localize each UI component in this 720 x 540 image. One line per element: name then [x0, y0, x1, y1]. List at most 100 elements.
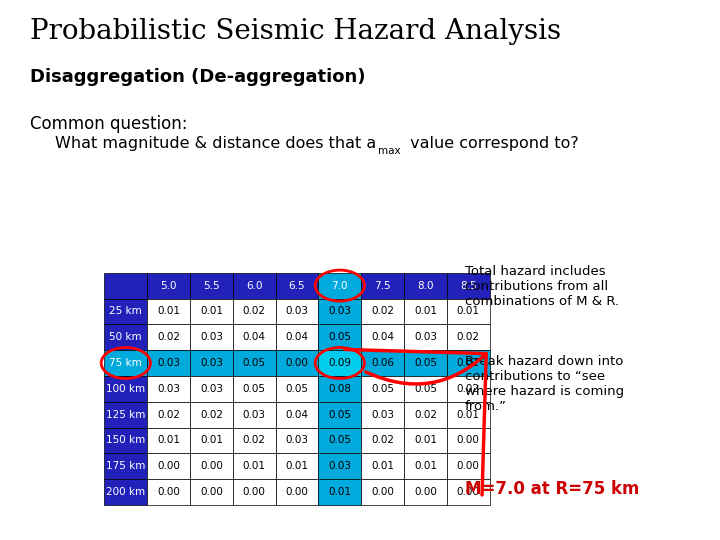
Bar [361, 376, 404, 402]
Bar [233, 325, 276, 350]
Bar [361, 453, 404, 479]
Text: 5.0: 5.0 [161, 281, 177, 291]
Text: 0.05: 0.05 [243, 358, 266, 368]
Text: value correspond to?: value correspond to? [405, 136, 579, 151]
Bar [447, 376, 490, 402]
Bar [147, 325, 190, 350]
Text: 0.02: 0.02 [456, 384, 480, 394]
Text: 0.03: 0.03 [328, 306, 351, 316]
Text: 0.04: 0.04 [371, 332, 394, 342]
Text: 0.05: 0.05 [243, 384, 266, 394]
Text: 0.00: 0.00 [200, 461, 222, 471]
Bar [190, 428, 233, 453]
Text: 0.01: 0.01 [456, 306, 480, 316]
Bar [361, 273, 404, 299]
Bar [276, 376, 318, 402]
Bar [147, 376, 190, 402]
Bar [104, 479, 147, 505]
Bar [233, 479, 276, 505]
Text: 7.5: 7.5 [374, 281, 391, 291]
Bar [147, 428, 190, 453]
Text: 0.00: 0.00 [243, 487, 266, 497]
Text: 0.00: 0.00 [157, 461, 180, 471]
Bar [147, 453, 190, 479]
Text: 0.05: 0.05 [371, 384, 394, 394]
Bar [190, 325, 233, 350]
Text: 0.01: 0.01 [157, 435, 180, 445]
Bar [190, 376, 233, 402]
Text: Disaggregation (De-aggregation): Disaggregation (De-aggregation) [30, 68, 366, 86]
Bar [233, 299, 276, 325]
Text: M=7.0 at R=75 km: M=7.0 at R=75 km [465, 480, 639, 498]
Text: 0.00: 0.00 [157, 487, 180, 497]
Text: 0.01: 0.01 [456, 410, 480, 420]
Bar [190, 273, 233, 299]
Text: 7.0: 7.0 [331, 281, 348, 291]
Text: 0.05: 0.05 [328, 435, 351, 445]
Bar [276, 325, 318, 350]
Text: 0.05: 0.05 [328, 332, 351, 342]
Text: 0.02: 0.02 [157, 332, 180, 342]
Text: 0.02: 0.02 [371, 435, 394, 445]
Text: 0.06: 0.06 [371, 358, 394, 368]
Text: 0.04: 0.04 [286, 332, 308, 342]
Text: 6.0: 6.0 [246, 281, 263, 291]
Bar [147, 350, 190, 376]
Text: 0.01: 0.01 [243, 461, 266, 471]
Bar [361, 428, 404, 453]
Bar [447, 428, 490, 453]
Text: 0.03: 0.03 [157, 384, 180, 394]
Bar [361, 325, 404, 350]
Bar [361, 350, 404, 376]
Bar [276, 479, 318, 505]
Bar [404, 376, 447, 402]
Text: 0.05: 0.05 [414, 384, 437, 394]
Text: 100 km: 100 km [107, 384, 145, 394]
Text: 8.5: 8.5 [460, 281, 477, 291]
Bar [447, 402, 490, 428]
Text: 50 km: 50 km [109, 332, 142, 342]
Text: 0.02: 0.02 [371, 306, 394, 316]
FancyArrowPatch shape [345, 349, 486, 495]
Text: 0.05: 0.05 [414, 358, 437, 368]
Text: 0.03: 0.03 [328, 461, 351, 471]
Bar [104, 402, 147, 428]
Bar [404, 428, 447, 453]
Bar [190, 350, 233, 376]
Bar [233, 453, 276, 479]
Text: 0.02: 0.02 [456, 358, 480, 368]
Bar [404, 402, 447, 428]
Text: 0.00: 0.00 [286, 358, 308, 368]
Text: 0.01: 0.01 [157, 306, 180, 316]
Text: 25 km: 25 km [109, 306, 142, 316]
Text: 200 km: 200 km [107, 487, 145, 497]
Text: 0.05: 0.05 [286, 384, 308, 394]
Text: 175 km: 175 km [106, 461, 145, 471]
Text: 0.01: 0.01 [414, 461, 437, 471]
Bar [104, 325, 147, 350]
Bar [104, 376, 147, 402]
Bar [318, 376, 361, 402]
Text: Total hazard includes
contributions from all
combinations of M & R.: Total hazard includes contributions from… [465, 265, 619, 308]
Bar [447, 273, 490, 299]
Text: 0.00: 0.00 [456, 487, 480, 497]
Text: 0.02: 0.02 [243, 306, 266, 316]
Text: 0.04: 0.04 [286, 410, 308, 420]
Bar [447, 299, 490, 325]
Text: 0.03: 0.03 [200, 384, 223, 394]
Bar [404, 453, 447, 479]
Text: 0.00: 0.00 [200, 487, 222, 497]
Bar [190, 479, 233, 505]
Text: 8.0: 8.0 [417, 281, 433, 291]
Bar [447, 325, 490, 350]
Text: 0.08: 0.08 [328, 384, 351, 394]
Bar [318, 428, 361, 453]
Text: 0.03: 0.03 [243, 410, 266, 420]
Bar [276, 350, 318, 376]
Bar [361, 402, 404, 428]
Bar [404, 325, 447, 350]
Bar [104, 273, 147, 299]
Bar [318, 479, 361, 505]
Text: 0.03: 0.03 [371, 410, 394, 420]
Text: 0.00: 0.00 [286, 487, 308, 497]
